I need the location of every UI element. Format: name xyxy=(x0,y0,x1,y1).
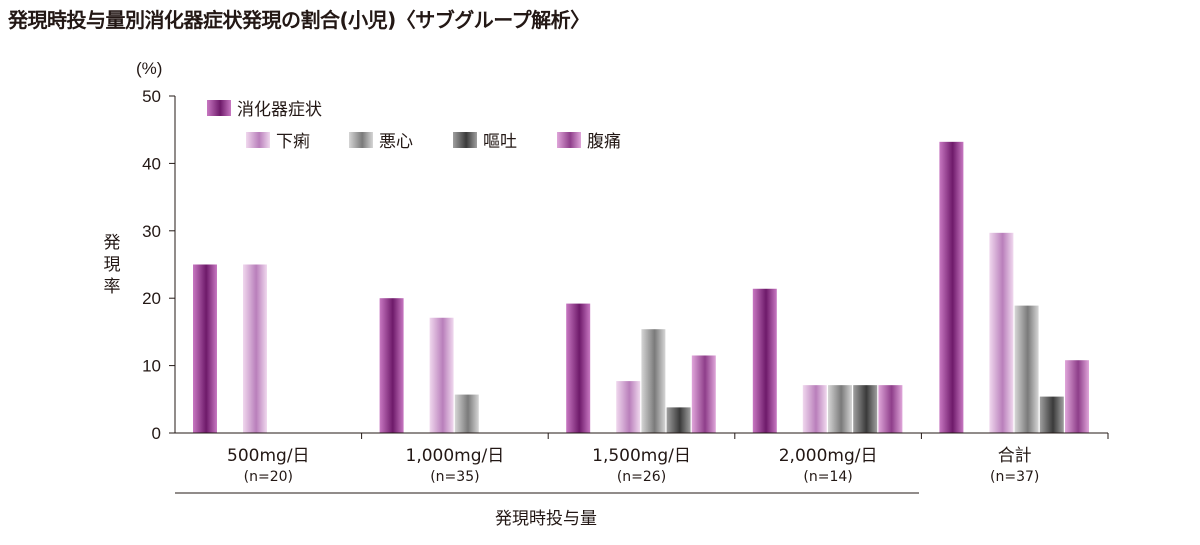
legend-swatch-2 xyxy=(349,132,373,148)
legend-swatch-4 xyxy=(557,132,581,148)
legend-label-0: 消化器症状 xyxy=(237,100,322,120)
x-category-n: (n=20) xyxy=(244,469,293,485)
bar-2-1 xyxy=(454,394,479,433)
legend-label-3: 嘔吐 xyxy=(483,132,517,152)
bar-0-1 xyxy=(379,298,404,433)
x-axis-title: 発現時投与量 xyxy=(495,509,597,529)
bar-0-4 xyxy=(939,141,964,433)
y-tick-label: 0 xyxy=(152,424,161,443)
bar-3-3 xyxy=(853,385,878,433)
y-unit-label: (%) xyxy=(136,59,162,78)
y-tick-label: 50 xyxy=(142,87,161,106)
bar-0-3 xyxy=(752,288,777,433)
legend-swatch-1 xyxy=(246,132,270,148)
y-tick-label: 40 xyxy=(142,154,161,173)
bar-0-0 xyxy=(193,264,217,433)
x-category-n: (n=35) xyxy=(430,469,479,485)
x-category-label: 1,000mg/日 xyxy=(406,446,505,466)
bar-3-4 xyxy=(1039,396,1064,433)
bar-1-4 xyxy=(989,232,1014,433)
axes-layer xyxy=(174,96,1108,494)
y-tick-label: 20 xyxy=(142,289,161,308)
x-category-n: (n=37) xyxy=(990,469,1039,485)
bar-2-4 xyxy=(1014,305,1039,433)
bar-2-3 xyxy=(828,385,852,433)
bar-3-2 xyxy=(666,407,691,433)
x-category-label: 1,500mg/日 xyxy=(592,446,691,466)
y-axis-title-char: 発 xyxy=(104,233,121,253)
y-axis-title-char: 率 xyxy=(104,277,121,297)
legend-label-1: 下痢 xyxy=(276,132,310,152)
y-tick-label: 30 xyxy=(142,222,161,241)
legend-swatch-3 xyxy=(453,132,477,148)
bar-1-3 xyxy=(802,385,827,433)
bar-4-3 xyxy=(878,385,903,433)
x-category-label: 合計 xyxy=(998,446,1032,466)
bar-1-1 xyxy=(429,317,454,433)
bar-0-2 xyxy=(566,303,591,433)
chart-title: 発現時投与量別消化器症状発現の割合(小児)〈サブグループ解析〉 xyxy=(8,8,590,32)
bar-2-2 xyxy=(641,329,666,433)
x-category-n: (n=26) xyxy=(617,469,666,485)
bar-1-2 xyxy=(616,381,641,433)
y-axis-title: 発現率 xyxy=(104,233,121,297)
y-tick-label: 10 xyxy=(142,357,161,376)
y-ticks: 0 10 20 30 40 50 xyxy=(142,87,175,443)
bar-4-4 xyxy=(1065,360,1089,433)
bar-1-0 xyxy=(243,264,267,433)
x-category-label: 2,000mg/日 xyxy=(779,446,878,466)
x-category-label: 500mg/日 xyxy=(227,446,310,466)
legend-label-4: 腹痛 xyxy=(587,132,621,152)
y-axis-title-char: 現 xyxy=(104,255,121,275)
x-category-n: (n=14) xyxy=(803,469,852,485)
legend-label-2: 悪心 xyxy=(379,132,413,152)
bar-4-2 xyxy=(691,355,716,433)
legend-swatch-0 xyxy=(207,100,231,116)
bars-layer xyxy=(193,141,1089,433)
x-labels: 500mg/日 (n=20) 1,000mg/日 (n=35) 1,500mg/日 (n=… xyxy=(227,433,1109,485)
